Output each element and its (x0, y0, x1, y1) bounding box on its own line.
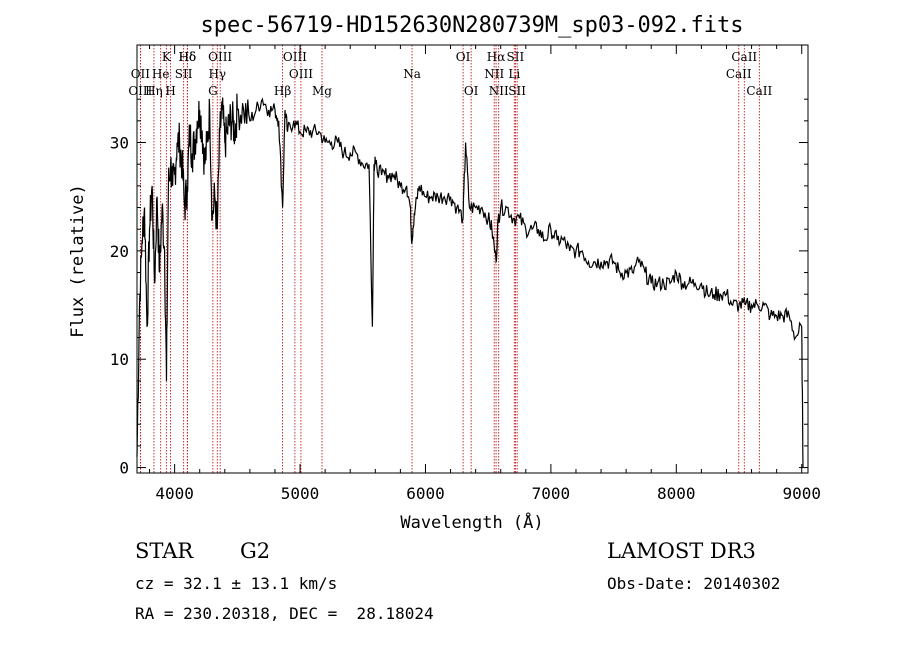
marker-label: Hδ (178, 50, 196, 64)
y-tick-label: 0 (119, 459, 129, 478)
marker-label: H (165, 84, 175, 98)
x-tick-label: 8000 (657, 484, 696, 503)
y-tick-label: 20 (110, 242, 129, 261)
marker-label: CaII (726, 67, 752, 81)
marker-label: Hδ (179, 50, 197, 64)
marker-label: SII (508, 84, 526, 98)
marker-label: Hη (145, 84, 163, 98)
x-tick-label: 9000 (782, 484, 821, 503)
y-tick-label: 30 (110, 134, 129, 153)
spectral-subclass: G2 (240, 539, 271, 563)
y-tick-label: 10 (110, 350, 129, 369)
marker-label: CaII (731, 50, 757, 64)
marker-label: OIII (283, 50, 307, 64)
marker-label: OIII (128, 84, 152, 98)
marker-label: He (152, 67, 170, 81)
marker-label: K (162, 50, 172, 64)
marker-label: NII (484, 67, 504, 81)
marker-label: Na (403, 67, 421, 81)
marker-label: CaII (746, 84, 772, 98)
marker-label: OI (464, 84, 479, 98)
marker-label: Hα (487, 50, 506, 64)
marker-label: OI (456, 50, 471, 64)
object-class: STAR (135, 539, 194, 563)
observation-date: Obs-Date: 20140302 (607, 574, 781, 593)
spectrum-line (136, 93, 804, 468)
marker-label: Hβ (274, 84, 291, 98)
marker-label: SII (175, 67, 193, 81)
marker-label: Mg (312, 84, 332, 98)
radial-velocity: cz = 32.1 ± 13.1 km/s (135, 574, 338, 593)
x-tick-label: 5000 (281, 484, 320, 503)
y-axis-ticks: 0 10 20 30 (110, 98, 808, 478)
plot-frame (136, 44, 809, 474)
x-tick-label: 7000 (532, 484, 571, 503)
x-tick-label: 4000 (155, 484, 194, 503)
y-axis-label: Flux (relative) (68, 184, 88, 338)
marker-label: OII (131, 67, 151, 81)
marker-label: NII (489, 84, 509, 98)
marker-label: Li (508, 67, 520, 81)
marker-label: G (208, 84, 218, 98)
marker-label: OIII (289, 67, 313, 81)
marker-label: Hγ (208, 67, 226, 81)
coordinates: RA = 230.20318, DEC = 28.18024 (135, 604, 434, 623)
marker-label: SII (507, 50, 525, 64)
x-axis-ticks: 4000 5000 6000 7000 8000 9000 (149, 45, 821, 503)
marker-label: OIII (208, 50, 232, 64)
chart-title: spec-56719-HD152630N280739M_sp03-092.fit… (200, 13, 743, 38)
survey-name: LAMOST DR3 (607, 539, 756, 563)
line-markers (139, 45, 760, 473)
x-axis-label: Wavelength (Å) (400, 511, 543, 533)
x-tick-label: 6000 (406, 484, 445, 503)
